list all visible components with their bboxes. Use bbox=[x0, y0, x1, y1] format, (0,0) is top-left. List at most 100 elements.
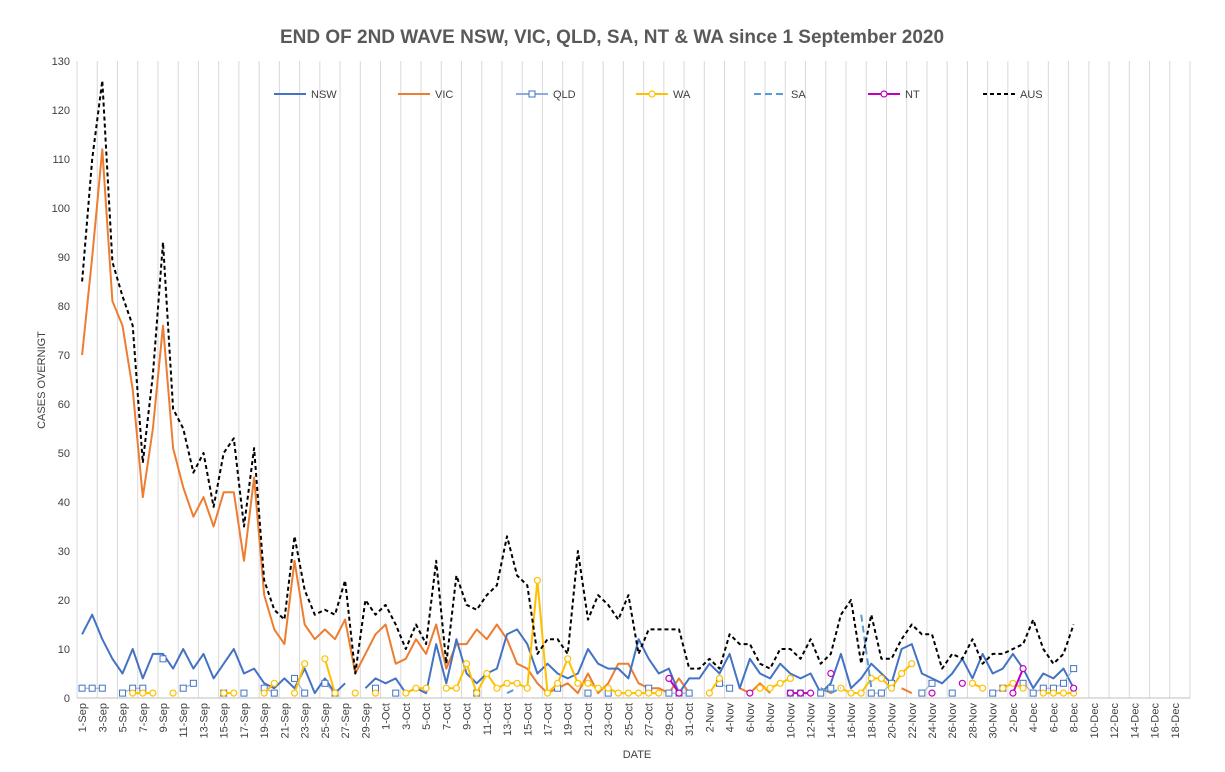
data-point-qld bbox=[1070, 665, 1078, 673]
series-aus bbox=[81, 79, 1075, 675]
data-point-qld bbox=[78, 684, 86, 692]
legend-item-nsw: NSW bbox=[274, 89, 337, 101]
x-tick-label: 25-Sep bbox=[320, 703, 332, 738]
legend: NSW VIC QLD WA SA NT AUS bbox=[274, 89, 1043, 101]
x-tick-label: 2-Dec bbox=[1008, 703, 1020, 733]
legend-label: NSW bbox=[311, 89, 337, 101]
series-line-sa bbox=[820, 687, 842, 695]
data-point-qld bbox=[88, 684, 96, 692]
x-tick-label: 16-Nov bbox=[846, 703, 858, 739]
data-point-wa bbox=[776, 679, 784, 687]
x-tick-label: 21-Sep bbox=[279, 703, 291, 738]
legend-item-qld: QLD bbox=[516, 89, 576, 101]
x-tick-label: 27-Oct bbox=[644, 703, 656, 736]
data-point-qld bbox=[989, 689, 997, 697]
data-point-qld bbox=[726, 684, 734, 692]
y-tick-label: 120 bbox=[52, 105, 70, 117]
data-point-qld bbox=[867, 689, 875, 697]
legend-label: AUS bbox=[1020, 89, 1043, 101]
legend-label: WA bbox=[673, 89, 691, 101]
y-tick-label: 110 bbox=[52, 154, 70, 166]
data-point-wa bbox=[452, 684, 461, 692]
series-line-nsw bbox=[364, 628, 1075, 695]
data-point-nt bbox=[958, 679, 966, 687]
data-point-qld bbox=[1060, 679, 1068, 687]
data-point-qld bbox=[817, 689, 825, 697]
y-tick-label: 40 bbox=[58, 497, 70, 509]
data-point-qld bbox=[301, 689, 309, 697]
data-point-qld bbox=[240, 689, 248, 697]
x-tick-label: 15-Oct bbox=[522, 703, 534, 736]
data-point-qld bbox=[584, 689, 592, 697]
data-point-wa bbox=[493, 684, 501, 692]
legend-item-vic: VIC bbox=[398, 89, 453, 101]
x-tick-label: 12-Dec bbox=[1109, 703, 1121, 739]
data-point-wa bbox=[978, 684, 987, 692]
y-axis-label: CASES OVERNIGT bbox=[36, 331, 48, 429]
data-point-qld bbox=[179, 684, 187, 692]
x-tick-label: 23-Oct bbox=[603, 703, 615, 736]
data-point-qld bbox=[159, 655, 167, 663]
x-tick-label: 20-Nov bbox=[887, 703, 899, 739]
x-tick-label: 6-Dec bbox=[1048, 703, 1060, 733]
data-point-wa bbox=[331, 689, 339, 697]
data-point-wa bbox=[584, 679, 592, 687]
x-tick-label: 2-Nov bbox=[704, 703, 716, 733]
data-point-wa bbox=[321, 655, 329, 663]
y-tick-label: 10 bbox=[58, 644, 70, 656]
y-tick-label: 80 bbox=[58, 301, 70, 313]
data-point-wa bbox=[887, 684, 896, 692]
data-point-wa bbox=[837, 684, 845, 692]
data-point-wa bbox=[867, 674, 875, 683]
x-tick-label: 24-Nov bbox=[927, 703, 939, 739]
data-point-wa bbox=[847, 689, 855, 697]
data-point-wa bbox=[473, 689, 481, 697]
data-point-wa bbox=[483, 669, 491, 678]
x-tick-label: 8-Nov bbox=[765, 703, 777, 733]
data-point-qld bbox=[877, 689, 885, 697]
x-axis-ticks: 1-Sep 3-Sep 5-Sep 7-Sep 9-Sep 11-Sep 13-Sep 15-… bbox=[77, 703, 1182, 739]
data-point-nt bbox=[746, 689, 754, 697]
series-layer bbox=[78, 79, 1078, 697]
legend-marker bbox=[528, 90, 536, 98]
x-tick-label: 3-Oct bbox=[401, 703, 413, 730]
x-tick-label: 4-Nov bbox=[725, 703, 737, 733]
x-tick-label: 15-Sep bbox=[219, 703, 231, 738]
data-point-nt bbox=[1070, 684, 1078, 692]
data-point-qld bbox=[189, 679, 197, 687]
data-point-wa bbox=[715, 674, 724, 683]
x-tick-label: 17-Oct bbox=[542, 703, 554, 736]
data-point-wa bbox=[614, 689, 622, 697]
data-point-wa bbox=[462, 660, 471, 668]
data-point-wa bbox=[968, 679, 977, 687]
data-point-nt bbox=[928, 689, 936, 697]
y-tick-label: 0 bbox=[64, 693, 70, 705]
y-tick-label: 130 bbox=[52, 56, 70, 68]
data-point-wa bbox=[129, 689, 137, 697]
x-tick-label: 18-Nov bbox=[866, 703, 878, 739]
data-point-wa bbox=[503, 679, 511, 687]
data-point-wa bbox=[149, 689, 157, 697]
legend-label: QLD bbox=[553, 89, 576, 101]
x-tick-label: 5-Oct bbox=[421, 703, 433, 730]
series-line-vic bbox=[901, 687, 913, 695]
data-point-wa bbox=[908, 660, 916, 668]
legend-label: SA bbox=[791, 89, 806, 101]
data-point-nt bbox=[786, 689, 794, 697]
x-tick-label: 29-Oct bbox=[664, 703, 676, 736]
y-tick-label: 30 bbox=[58, 546, 70, 558]
data-point-wa bbox=[442, 684, 450, 692]
y-axis-ticks: 0 10 20 30 40 50 60 70 80 90 100 110 120 130 bbox=[52, 56, 70, 705]
data-point-wa bbox=[220, 689, 228, 697]
data-point-wa bbox=[594, 684, 602, 692]
x-tick-label: 7-Sep bbox=[138, 703, 150, 732]
x-tick-label: 19-Oct bbox=[563, 703, 575, 736]
x-tick-label: 9-Oct bbox=[462, 703, 474, 730]
x-tick-label: 31-Oct bbox=[684, 703, 696, 736]
data-point-wa bbox=[554, 679, 562, 687]
x-tick-label: 28-Nov bbox=[967, 703, 979, 739]
data-point-qld bbox=[392, 689, 400, 697]
data-point-wa bbox=[756, 684, 764, 692]
data-point-wa bbox=[139, 689, 147, 697]
x-tick-label: 6-Nov bbox=[745, 703, 757, 733]
